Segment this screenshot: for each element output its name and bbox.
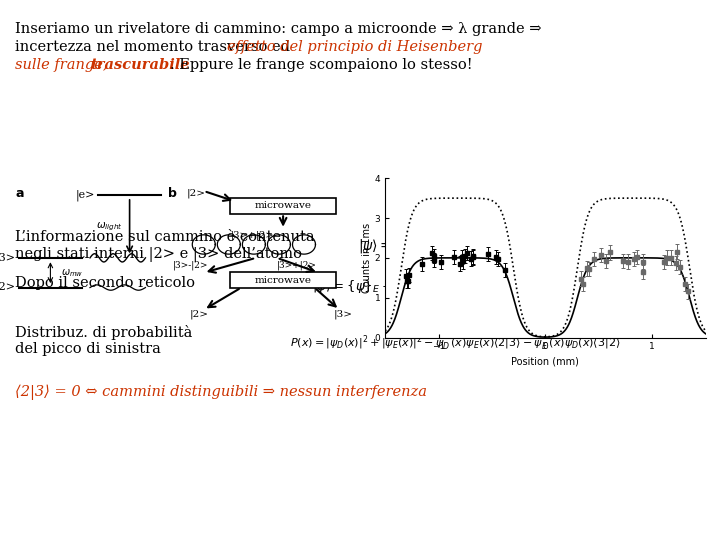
- Text: Distribuz. di probabilità: Distribuz. di probabilità: [15, 325, 192, 340]
- Text: $\omega_{mw}$: $\omega_{mw}$: [61, 267, 84, 279]
- Text: L’informazione sul cammino è contenuta: L’informazione sul cammino è contenuta: [15, 230, 315, 244]
- Text: b: b: [168, 186, 177, 200]
- Text: sulle frange,: sulle frange,: [15, 58, 112, 72]
- Text: |2>: |2>: [0, 282, 16, 293]
- Text: $\omega_{light}$: $\omega_{light}$: [96, 220, 122, 233]
- Text: $|\psi\rangle=|\psi\rangle_c|3\rangle-|\psi\rangle_R|2\rangle$: $|\psi\rangle=|\psi\rangle_c|3\rangle-|\…: [359, 237, 502, 255]
- Text: $|\psi\rangle=\{\psi\}_E+|\psi\rangle_G|3\rangle-\{\psi\}_D-|\psi\rangle_F|2\ran: $|\psi\rangle=\{\psi\}_E+|\psi\rangle_G|…: [312, 278, 548, 295]
- Text: |2>: |2>: [189, 310, 208, 319]
- Text: del picco di sinistra: del picco di sinistra: [15, 342, 161, 356]
- Text: incertezza nel momento trasverso ed: incertezza nel momento trasverso ed: [15, 40, 294, 54]
- Text: Dopo il secondo reticolo: Dopo il secondo reticolo: [15, 276, 195, 290]
- FancyBboxPatch shape: [230, 272, 336, 288]
- Text: |2>: |2>: [187, 188, 206, 198]
- Text: negli stati interni |2> e |3> dell’atomo: negli stati interni |2> e |3> dell’atomo: [15, 247, 302, 262]
- FancyBboxPatch shape: [230, 198, 336, 214]
- Text: |3>: |3>: [333, 310, 352, 319]
- Text: a: a: [16, 186, 24, 200]
- Text: trascurabile: trascurabile: [90, 58, 189, 72]
- Text: Inseriamo un rivelatore di cammino: campo a microonde ⇒ λ grande ⇒: Inseriamo un rivelatore di cammino: camp…: [15, 22, 541, 36]
- X-axis label: Position (mm): Position (mm): [511, 357, 580, 367]
- Text: |3>+|2>: |3>+|2>: [231, 231, 274, 240]
- Y-axis label: Counts in 1ms: Counts in 1ms: [362, 223, 372, 293]
- Text: $P(x)=|\psi_D(x)|^2+|\psi_E(x)|^2-\psi_D^*(x)\psi_E(x)\langle 2|3\rangle-\psi_E^: $P(x)=|\psi_D(x)|^2+|\psi_E(x)|^2-\psi_D…: [289, 333, 621, 353]
- Text: . Eppure le frange scompaiono lo stesso!: . Eppure le frange scompaiono lo stesso!: [170, 58, 472, 72]
- Text: microwave: microwave: [255, 201, 312, 211]
- Text: microwave: microwave: [255, 275, 312, 285]
- Text: effetto del principio di Heisenberg: effetto del principio di Heisenberg: [227, 40, 482, 54]
- Text: |3>: |3>: [0, 252, 16, 264]
- Text: |3>+|2>: |3>+|2>: [277, 261, 317, 271]
- Text: |e>: |e>: [76, 190, 95, 201]
- Text: ⟨2|3⟩ = 0 ⇔ cammini distinguibili ⇒ nessun interferenza: ⟨2|3⟩ = 0 ⇔ cammini distinguibili ⇒ ness…: [15, 385, 427, 400]
- Text: |3>-|2>: |3>-|2>: [173, 261, 208, 271]
